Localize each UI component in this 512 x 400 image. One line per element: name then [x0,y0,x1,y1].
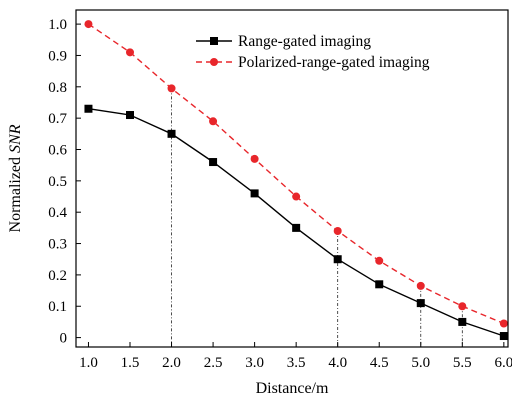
legend-marker-circle [210,58,218,66]
x-tick-label: 1.5 [121,355,140,371]
reference-lines [171,88,463,347]
x-axis-title: Distance/m [256,380,329,397]
x-tick-label: 5.5 [453,355,472,371]
data-point-square [458,317,467,326]
plot-frame [75,9,509,348]
y-tick-label: 0.7 [48,111,67,127]
data-point-square [333,255,342,264]
data-point-circle [167,84,176,93]
x-tick-label: 2.5 [204,355,223,371]
data-point-square [375,280,384,289]
series-line-1 [88,108,505,337]
data-point-circle [333,227,342,236]
x-tick-label: 4.0 [328,355,347,371]
y-tick-label: 0.4 [48,205,67,221]
data-point-circle [250,154,259,163]
data-point-circle [209,117,218,126]
data-point-square [250,189,259,198]
x-tick-label: 2.0 [162,355,181,371]
data-point-square [167,129,176,138]
y-axis-title-italic: SNR [7,124,24,153]
data-point-circle [499,319,508,328]
series-markers [84,20,508,341]
data-point-square [126,111,134,120]
y-tick-label: 0.1 [48,299,67,315]
y-tick-label: 0.3 [48,237,67,253]
y-tick-label: 0.9 [48,48,67,64]
data-point-square [292,223,301,232]
x-tick-label: 4.5 [370,355,389,371]
x-tick-label: 3.5 [287,355,306,371]
data-point-circle [292,192,301,201]
legend-label-1: Range-gated imaging [238,33,371,50]
x-tick-label: 5.0 [411,355,430,371]
y-tick-label: 0.5 [48,174,67,190]
legend: Range-gated imaging Polarized-range-gated… [196,33,430,71]
data-point-square [209,158,218,167]
x-tick-label: 3.0 [245,355,264,371]
data-point-square [84,104,93,113]
y-axis-ticks: 0 0.1 0.2 0.3 0.4 0.5 0.6 0.7 0.8 0.9 1.0 [48,17,81,347]
y-axis-title-prefix: Normalized [7,153,24,233]
data-point-circle [84,20,93,29]
y-tick-label: 0.2 [48,268,67,284]
x-tick-label: 6.0 [494,355,512,371]
y-axis-title: Normalized SNR [7,124,24,232]
legend-marker-square [210,37,218,45]
data-point-square [416,299,425,308]
data-point-circle [126,48,134,57]
y-tick-label: 0.6 [48,143,67,159]
data-point-circle [416,281,425,290]
y-tick-label: 0 [60,331,68,347]
legend-label-2: Polarized-range-gated imaging [238,54,430,71]
data-point-square [499,332,508,341]
y-tick-label: 0.8 [48,80,67,96]
x-tick-label: 1.0 [79,355,98,371]
data-point-circle [375,256,384,265]
data-point-circle [458,302,467,311]
y-tick-label: 1.0 [48,17,67,33]
x-axis-ticks: 1.0 1.5 2.0 2.5 3.0 3.5 4.0 4.5 5.0 5.5 6.0 [79,342,512,371]
